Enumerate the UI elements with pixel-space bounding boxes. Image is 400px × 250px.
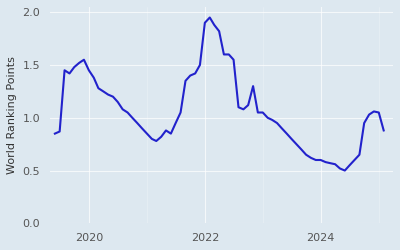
Y-axis label: World Ranking Points: World Ranking Points <box>7 56 17 174</box>
